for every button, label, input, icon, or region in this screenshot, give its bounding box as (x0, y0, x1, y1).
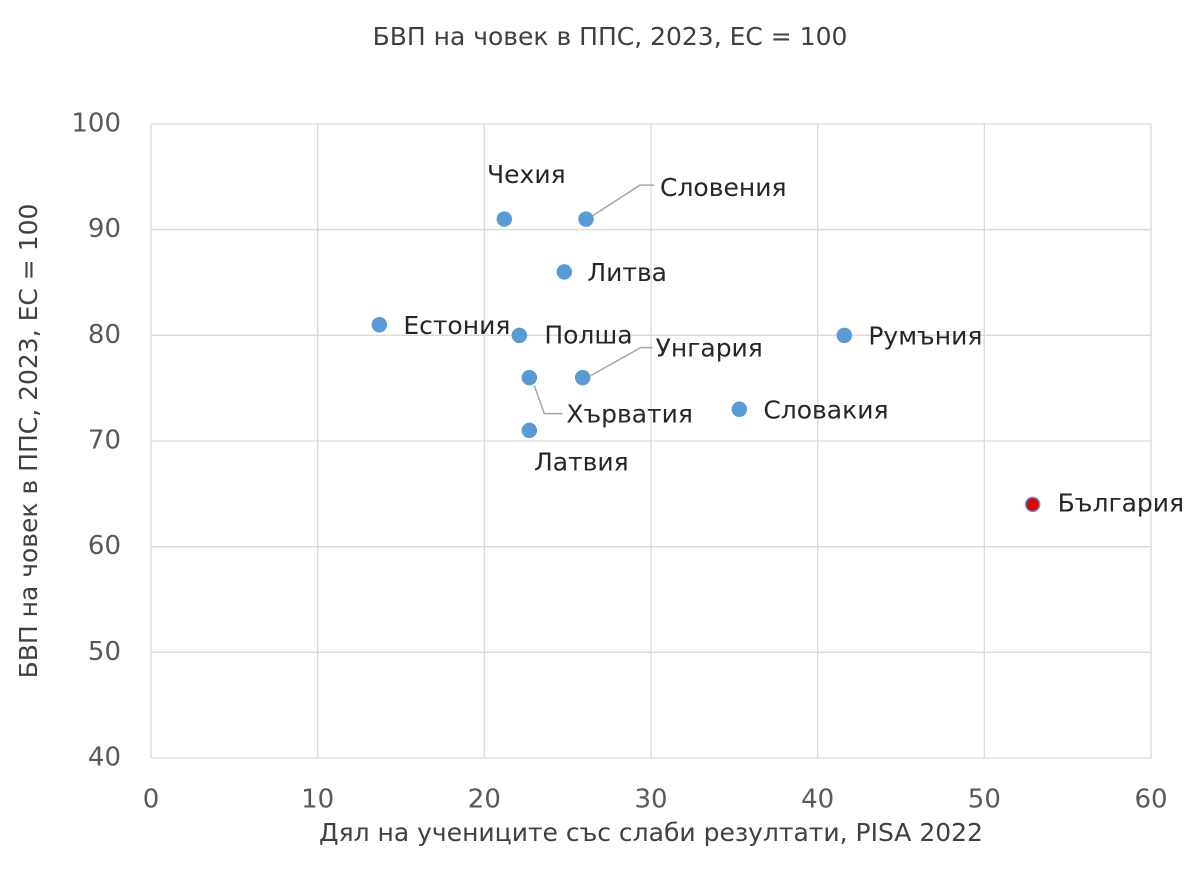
point-label: Полша (544, 320, 632, 349)
leader-line (533, 385, 563, 415)
point (511, 327, 528, 344)
point (1024, 496, 1041, 513)
leader-line (591, 184, 654, 217)
y-tick-label: 80 (88, 320, 121, 350)
x-tick-label: 20 (468, 785, 501, 815)
y-tick-label: 50 (88, 637, 121, 667)
point-label: Унгария (656, 334, 763, 363)
x-tick-label: 40 (801, 785, 834, 815)
point-label: Естония (403, 311, 510, 340)
point (574, 369, 591, 386)
point-label: Словакия (763, 395, 888, 424)
y-tick-label: 70 (88, 426, 121, 456)
point (556, 264, 573, 280)
x-tick-label: 60 (1134, 785, 1167, 815)
point-label: Латвия (534, 447, 629, 476)
y-tick-label: 100 (71, 109, 121, 139)
point (836, 327, 853, 344)
point-label: Румъния (868, 321, 982, 350)
chart-title: БВП на човек в ППС, 2023, ЕС = 100 (373, 22, 848, 51)
x-tick-label: 0 (143, 785, 160, 815)
point (496, 211, 513, 227)
point-label: България (1058, 488, 1184, 517)
x-tick-label: 30 (634, 785, 667, 815)
point (521, 422, 538, 439)
y-tick-label: 40 (88, 743, 121, 773)
point (578, 211, 594, 227)
y-axis-label: БВП на човек в ППС, 2023, ЕС = 100 (14, 204, 43, 679)
point (371, 317, 388, 333)
point-label: Литва (587, 258, 667, 287)
point-label: Чехия (487, 160, 566, 189)
x-tick-label: 50 (968, 785, 1001, 815)
point (521, 369, 538, 386)
leader-line (590, 346, 653, 377)
point-label: Хърватия (566, 400, 693, 429)
x-tick-label: 10 (301, 785, 334, 815)
point (731, 401, 748, 418)
x-axis-label: Дял на учениците със слаби резултати, PI… (319, 818, 983, 847)
y-tick-label: 60 (88, 531, 121, 561)
y-tick-label: 90 (88, 214, 121, 244)
point-label: Словения (660, 173, 786, 202)
